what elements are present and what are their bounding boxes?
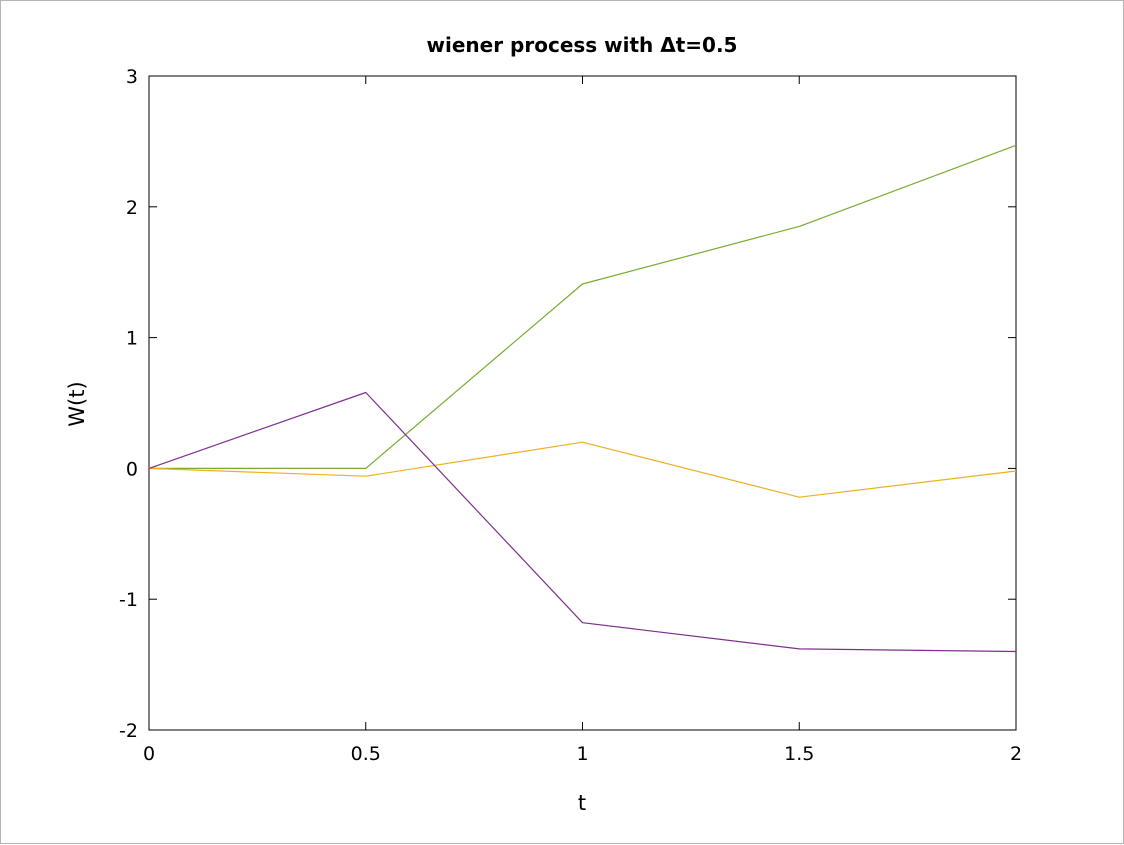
series-line-1 xyxy=(149,144,1017,469)
x-tick-label: 1 xyxy=(576,743,588,765)
y-tick-label: -2 xyxy=(119,720,138,742)
x-axis-label: t xyxy=(578,791,586,815)
y-axis-ticks: -2 -1 0 1 2 3 xyxy=(119,66,1016,742)
y-axis-label: W(t) xyxy=(65,381,89,426)
series-lines xyxy=(148,144,1017,653)
chart-title: wiener process with Δt=0.5 xyxy=(427,33,738,57)
x-tick-label: 0.5 xyxy=(351,743,381,765)
plot-area-frame xyxy=(148,75,1017,731)
series-line-2 xyxy=(148,441,1017,498)
y-tick-label: -1 xyxy=(119,589,138,611)
x-tick-label: 0 xyxy=(143,743,155,765)
y-tick-label: 3 xyxy=(126,66,138,88)
x-axis-ticks: 0 0.5 1 1.5 2 xyxy=(143,76,1022,765)
y-tick-label: 1 xyxy=(126,328,138,350)
y-tick-label: 0 xyxy=(126,458,138,480)
x-tick-label: 2 xyxy=(1010,743,1022,765)
y-tick-label: 2 xyxy=(126,197,138,219)
x-tick-label: 1.5 xyxy=(784,743,814,765)
series-line-3 xyxy=(148,391,1017,653)
